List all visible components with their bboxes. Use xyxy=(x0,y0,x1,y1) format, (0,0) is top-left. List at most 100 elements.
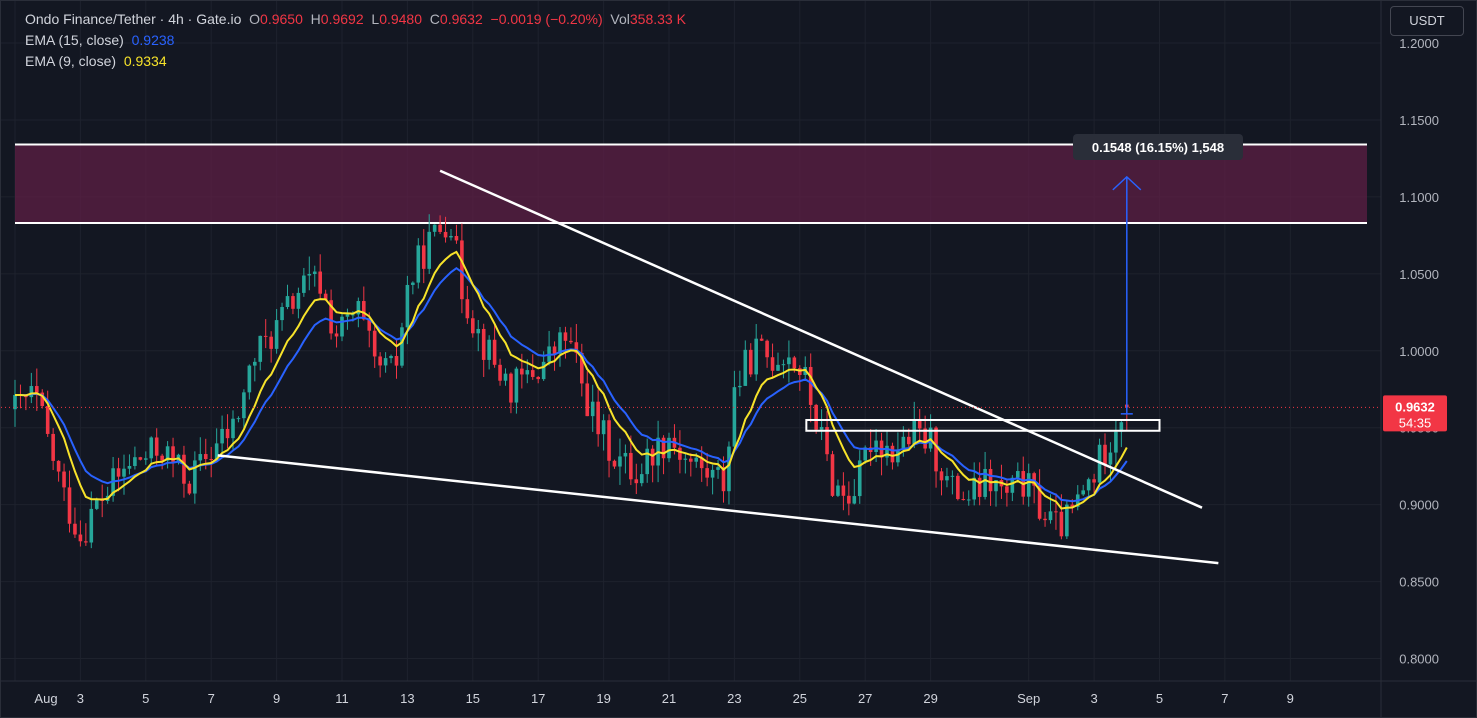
candle-body xyxy=(274,320,279,349)
candle-body xyxy=(203,454,208,460)
candle-body xyxy=(917,419,922,429)
currency-unit-button[interactable]: USDT xyxy=(1390,6,1464,36)
candle-body xyxy=(1048,511,1053,521)
candle-body xyxy=(471,318,475,334)
y-tick-label: 1.0500 xyxy=(1399,267,1439,282)
candle-body xyxy=(198,454,203,461)
candle-body xyxy=(421,245,426,269)
y-tick-label: 1.1000 xyxy=(1399,190,1439,205)
x-tick-label: 21 xyxy=(662,691,676,706)
candle-body xyxy=(689,458,693,462)
candle-body xyxy=(928,427,933,449)
candle-body xyxy=(923,428,927,449)
candle-body xyxy=(950,475,955,477)
high-label: H xyxy=(310,11,321,27)
x-tick-label: 17 xyxy=(531,691,545,706)
candle-body xyxy=(721,467,726,492)
candle-body xyxy=(29,386,34,398)
candle-body xyxy=(400,327,404,366)
candle-body xyxy=(492,339,497,365)
x-tick-label: 3 xyxy=(1090,691,1097,706)
candle-body xyxy=(165,446,170,461)
candle-body xyxy=(743,349,748,386)
candle-body xyxy=(934,427,938,472)
candle-body xyxy=(498,364,502,381)
x-tick-label: 23 xyxy=(727,691,741,706)
legend-separator: · xyxy=(155,11,169,27)
x-tick-label: 19 xyxy=(596,691,610,706)
candle-body xyxy=(618,456,622,467)
candle-body xyxy=(1054,511,1058,513)
symbol-name[interactable]: Ondo Finance/Tether xyxy=(25,11,156,27)
candle-body xyxy=(231,418,235,439)
measure-label-bg xyxy=(1073,134,1243,160)
interval-label[interactable]: 4h xyxy=(168,11,184,27)
candle-body xyxy=(645,448,649,475)
candle-body xyxy=(972,477,976,500)
candle-body xyxy=(432,224,437,232)
candle-body xyxy=(372,330,377,357)
candle-body xyxy=(389,355,393,359)
measure-arrow-head xyxy=(1112,175,1142,191)
candle-body xyxy=(552,346,557,354)
candle-body xyxy=(94,499,99,509)
candle-body xyxy=(580,352,584,384)
x-tick-label: 9 xyxy=(273,691,280,706)
candle-body xyxy=(438,224,442,232)
legend-separator: · xyxy=(183,11,197,27)
candle-body xyxy=(705,468,709,478)
candle-body xyxy=(863,447,867,461)
candle-body xyxy=(1108,452,1113,465)
last-price-tag-bg xyxy=(1383,395,1447,432)
candle-body xyxy=(149,437,154,459)
candle-body xyxy=(612,460,617,467)
candle-body xyxy=(133,457,137,466)
candle-body xyxy=(896,450,900,463)
candle-body xyxy=(759,338,764,341)
candle-body xyxy=(558,332,562,354)
candle-body xyxy=(945,476,949,481)
low-value: 0.9480 xyxy=(379,11,423,27)
candle-body xyxy=(416,245,421,283)
ema9-line xyxy=(15,250,1128,510)
candle-body xyxy=(329,300,333,334)
x-tick-label: 27 xyxy=(858,691,872,706)
candle-body xyxy=(35,386,39,393)
candle-body xyxy=(263,335,268,337)
candle-body xyxy=(683,458,688,460)
candle-body xyxy=(465,299,470,319)
candle-body xyxy=(56,460,61,472)
low-label: L xyxy=(371,11,380,27)
candle-body xyxy=(525,370,530,375)
x-tick-label: 29 xyxy=(923,691,937,706)
ema15-legend[interactable]: EMA (15, close) 0.9238 xyxy=(25,32,174,48)
x-tick-label: 25 xyxy=(793,691,807,706)
ema9-legend[interactable]: EMA (9, close) 0.9334 xyxy=(25,53,167,69)
candle-body xyxy=(520,368,524,375)
candle-body xyxy=(225,428,230,439)
open-label: O xyxy=(249,11,261,27)
candle-body xyxy=(503,373,508,381)
candle-body xyxy=(623,452,628,457)
ema15-value: 0.9238 xyxy=(131,32,175,48)
candle-body xyxy=(312,271,317,275)
candle-body xyxy=(285,296,290,308)
candle-body xyxy=(983,468,987,497)
candle-body xyxy=(650,448,655,466)
candle-body xyxy=(857,460,862,497)
exchange-label: Gate.io xyxy=(196,11,242,27)
candle-body xyxy=(836,485,840,496)
candle-body xyxy=(1043,518,1047,521)
candle-body xyxy=(738,385,742,388)
candle-body xyxy=(334,333,339,337)
y-tick-label: 1.0000 xyxy=(1399,344,1439,359)
candle-body xyxy=(661,437,666,459)
candle-body xyxy=(291,296,295,309)
candle-body xyxy=(1103,444,1107,465)
candle-body xyxy=(754,338,758,375)
candle-body xyxy=(530,370,535,377)
candle-body xyxy=(187,483,192,494)
ema15-label: EMA (15, close) xyxy=(25,32,124,48)
volume-label: Vol xyxy=(610,11,630,27)
